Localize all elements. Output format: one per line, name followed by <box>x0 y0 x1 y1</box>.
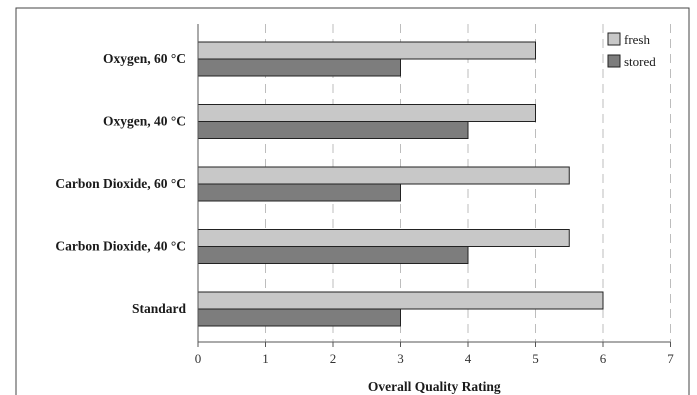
bar-stored <box>197 246 469 264</box>
bar-stored <box>197 58 401 77</box>
x-axis: 0 1 2 3 4 5 6 7 <box>195 24 674 366</box>
legend-label-fresh: fresh <box>624 32 650 47</box>
x-tick-label: 6 <box>600 351 607 366</box>
gridlines <box>265 24 671 342</box>
category-label: Oxygen, 60 °C <box>103 51 186 66</box>
bars <box>197 41 604 327</box>
legend-swatch-stored <box>607 54 621 68</box>
bar-stored <box>197 121 469 139</box>
x-tick-label: 4 <box>465 351 472 366</box>
bar-fresh <box>197 166 570 185</box>
x-axis-title: Overall Quality Rating <box>368 379 501 394</box>
x-tick-label: 5 <box>532 351 539 366</box>
category-labels: Oxygen, 60 °C Oxygen, 40 °C Carbon Dioxide… <box>55 51 186 316</box>
bar-fresh <box>197 104 536 122</box>
legend: fresh stored <box>607 32 656 69</box>
x-tick-label: 2 <box>330 351 337 366</box>
bar-stored <box>197 183 401 202</box>
bar-fresh <box>197 229 570 247</box>
x-tick-label: 1 <box>262 351 269 366</box>
x-tick-label: 3 <box>397 351 404 366</box>
category-label: Standard <box>132 301 187 316</box>
x-tick-label: 0 <box>195 351 202 366</box>
category-label: Carbon Dioxide, 60 °C <box>55 176 186 191</box>
bar-stored <box>197 308 401 327</box>
category-label: Carbon Dioxide, 40 °C <box>55 239 186 254</box>
legend-swatch-fresh <box>607 32 621 46</box>
bar-fresh <box>197 291 604 310</box>
legend-label-stored: stored <box>624 54 656 69</box>
bar-fresh <box>197 41 536 60</box>
x-tick-label: 7 <box>667 351 674 366</box>
category-label: Oxygen, 40 °C <box>103 114 186 129</box>
